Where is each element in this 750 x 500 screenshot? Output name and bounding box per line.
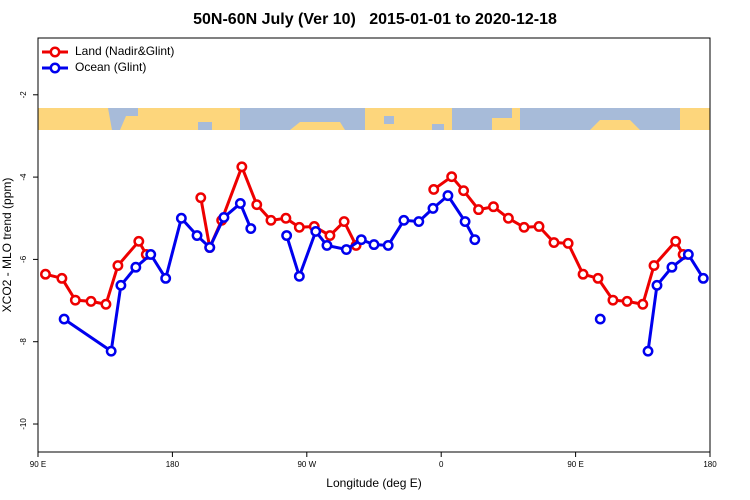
data-point [69, 294, 81, 306]
legend-marker [49, 46, 61, 58]
data-point [442, 190, 454, 202]
x-tick-label: 180 [703, 460, 717, 469]
data-point [251, 199, 263, 211]
data-point [321, 239, 333, 251]
data-point [670, 235, 682, 247]
data-point [382, 239, 394, 251]
data-point [340, 244, 352, 255]
data-point [594, 313, 606, 325]
data-point [488, 201, 499, 213]
data-point [533, 221, 545, 232]
data-point [58, 313, 70, 325]
data-point [40, 268, 51, 280]
y-tick-label: -10 [19, 418, 28, 430]
y-tick-label: -6 [19, 255, 28, 263]
data-point [115, 279, 127, 291]
chart-title: 50N-60N July (Ver 10) 2015-01-01 to 2020… [193, 11, 557, 28]
data-point [642, 345, 654, 357]
data-point [428, 183, 440, 195]
data-point [293, 221, 305, 233]
data-point [562, 237, 574, 249]
legend-label: Land (Nadir&Glint) [75, 44, 174, 58]
data-point [236, 161, 248, 173]
data-point [637, 298, 649, 310]
data-point [85, 295, 97, 307]
data-point [133, 235, 145, 247]
legend-label: Ocean (Glint) [75, 60, 146, 74]
data-point [195, 192, 207, 204]
data-point [218, 211, 230, 223]
data-point [175, 212, 187, 224]
data-point [413, 216, 425, 227]
x-tick-label: 90 W [297, 460, 316, 469]
y-tick-label: -8 [19, 338, 28, 346]
x-tick-label: 0 [439, 460, 444, 469]
data-point [204, 242, 216, 253]
data-point [265, 214, 277, 226]
x-tick-label: 90 E [567, 460, 583, 469]
data-point [648, 260, 660, 272]
data-point [697, 272, 709, 284]
data-point [56, 272, 68, 284]
x-tick-label: 180 [166, 460, 180, 469]
data-point [666, 261, 678, 273]
legend-marker [49, 62, 61, 74]
data-point [682, 249, 694, 260]
data-point [191, 230, 203, 241]
data-point [100, 298, 112, 310]
data-point [458, 185, 470, 197]
data-point [245, 223, 257, 234]
data-point [548, 237, 560, 248]
y-tick-label: -2 [19, 91, 28, 99]
data-point [651, 279, 663, 291]
y-tick-label: -4 [19, 173, 28, 181]
data-point [398, 214, 410, 226]
data-point [518, 221, 530, 233]
y-axis-label: XCO2 - MLO trend (ppm) [0, 178, 14, 313]
data-point [355, 234, 367, 246]
data-point [427, 202, 439, 214]
data-point [338, 216, 350, 227]
x-tick-label: 90 E [30, 460, 46, 469]
data-point [368, 239, 380, 251]
data-point [502, 212, 514, 224]
data-point [310, 225, 322, 237]
map-strip [38, 108, 710, 130]
data-point [446, 171, 458, 183]
data-point [324, 230, 336, 241]
data-point [621, 295, 633, 307]
data-point [577, 268, 589, 280]
data-point [459, 216, 471, 227]
data-point [281, 230, 293, 241]
data-point [592, 272, 604, 284]
data-point [105, 345, 117, 357]
data-point [112, 260, 124, 272]
data-point [280, 212, 292, 224]
data-point [293, 270, 305, 282]
data-point [130, 261, 142, 273]
data-point [234, 197, 246, 209]
data-point [160, 272, 172, 284]
x-axis-label: Longitude (deg E) [326, 476, 421, 490]
data-point [473, 204, 484, 216]
data-point [145, 249, 157, 260]
data-point [469, 234, 481, 246]
plot-frame [37, 37, 711, 453]
data-point [607, 294, 619, 306]
